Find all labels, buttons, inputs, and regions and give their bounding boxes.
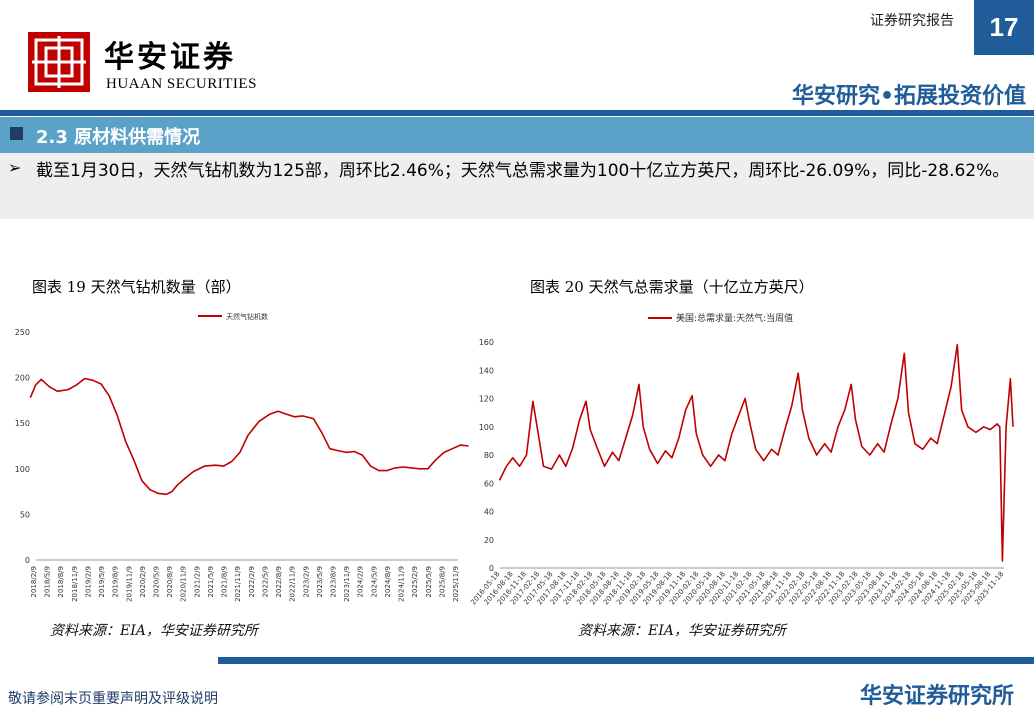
y-tick-label: 40 [484,508,494,517]
summary-box [0,153,1034,219]
header-divider [0,110,1034,116]
chart-caption-gas-demand: 图表 20 天然气总需求量（十亿立方英尺） [530,278,814,296]
y-tick-label: 120 [479,395,494,404]
x-tick-label: 2021/2/9 [193,566,201,597]
x-tick-label: 2021/5/9 [207,566,215,597]
report-type-label: 证券研究报告 [870,13,954,29]
y-tick-label: 100 [15,465,30,474]
x-tick-label: 2023/8/9 [329,566,337,597]
x-tick-label: 2025/2/9 [411,566,419,597]
y-tick-label: 150 [15,419,30,428]
x-tick-label: 2024/11/9 [398,566,406,602]
bullet-arrow-icon: ➢ [8,160,22,177]
y-tick-label: 20 [484,536,494,545]
company-logo: 华安证券 HUAAN SECURITIES [22,28,262,98]
x-tick-label: 2022/8/9 [275,566,283,597]
x-tick-label: 2022/11/9 [289,566,297,602]
page-number: 17 [974,0,1034,55]
source-note-gas-demand: 资料来源：EIA，华安证券研究所 [578,623,786,639]
series-line [498,343,1014,562]
x-tick-label: 2025/8/9 [438,566,446,597]
y-tick-label: 50 [20,510,30,519]
x-tick-label: 2022/5/9 [261,566,269,597]
gas-demand-chart: 0204060801001201401602016-05-182016-08-1… [469,312,1014,606]
x-tick-label: 2023/2/9 [302,566,310,597]
legend-label: 美国:总需求量:天然气:当周值 [676,312,793,324]
x-tick-label: 2018/11/9 [71,566,79,602]
footer-divider [218,657,1034,664]
x-tick-label: 2018/2/9 [30,566,38,597]
chart-caption-rig-count: 图表 19 天然气钻机数量（部） [32,278,241,296]
x-tick-label: 2025/11/9 [452,566,460,602]
logo-english-name: HUAAN SECURITIES [106,76,257,92]
y-tick-label: 0 [489,564,494,573]
y-tick-label: 160 [479,338,494,347]
legend-label: 天然气钻机数 [226,312,268,321]
x-tick-label: 2020/2/9 [139,566,147,597]
x-tick-label: 2020/8/9 [166,566,174,597]
y-tick-label: 140 [479,366,494,375]
x-tick-label: 2023/11/9 [343,566,351,602]
section-header-bar [0,117,1034,153]
x-tick-label: 2022/2/9 [248,566,256,597]
footer-brand: 华安证券研究所 [859,684,1014,709]
x-tick-label: 2024/8/9 [384,566,392,597]
y-tick-label: 250 [15,328,30,337]
logo-mark-icon [28,32,90,92]
x-tick-label: 2024/2/9 [357,566,365,597]
x-tick-label: 2025/5/9 [425,566,433,597]
x-tick-label: 2020/5/9 [153,566,161,597]
x-tick-label: 2018/8/9 [57,566,65,597]
x-tick-label: 2019/8/9 [112,566,120,597]
x-tick-label: 2019/5/9 [98,566,106,597]
y-tick-label: 0 [25,556,30,565]
x-tick-label: 2024/5/9 [370,566,378,597]
x-tick-label: 2021/8/9 [221,566,229,597]
section-square-icon [10,127,23,140]
logo-chinese-name: 华安证券 [104,40,236,75]
x-tick-label: 2020/11/9 [180,566,188,602]
x-tick-label: 2019/2/9 [84,566,92,597]
x-tick-label: 2023/5/9 [316,566,324,597]
x-tick-label: 2021/11/9 [234,566,242,602]
source-note-rig-count: 资料来源：EIA，华安证券研究所 [50,623,258,639]
section-title: 2.3 原材料供需情况 [36,127,201,148]
header-slogan: 华安研究•拓展投资价值 [791,84,1026,109]
y-tick-label: 80 [484,451,494,460]
y-tick-label: 200 [15,374,30,383]
y-tick-label: 60 [484,479,494,488]
y-tick-label: 100 [479,423,494,432]
x-tick-label: 2019/11/9 [125,566,133,602]
rig-count-chart: 0 50 100 150 200 250 2018/2/9 2018/5/9 2018/8/9 2… [15,312,469,602]
summary-text: 截至1月30日，天然气钻机数为125部，周环比2.46%；天然气总需求量为100… [36,161,1010,181]
disclaimer-link[interactable]: 敬请参阅末页重要声明及评级说明 [8,691,218,707]
series-line [29,377,469,496]
x-tick-label: 2018/5/9 [44,566,52,597]
